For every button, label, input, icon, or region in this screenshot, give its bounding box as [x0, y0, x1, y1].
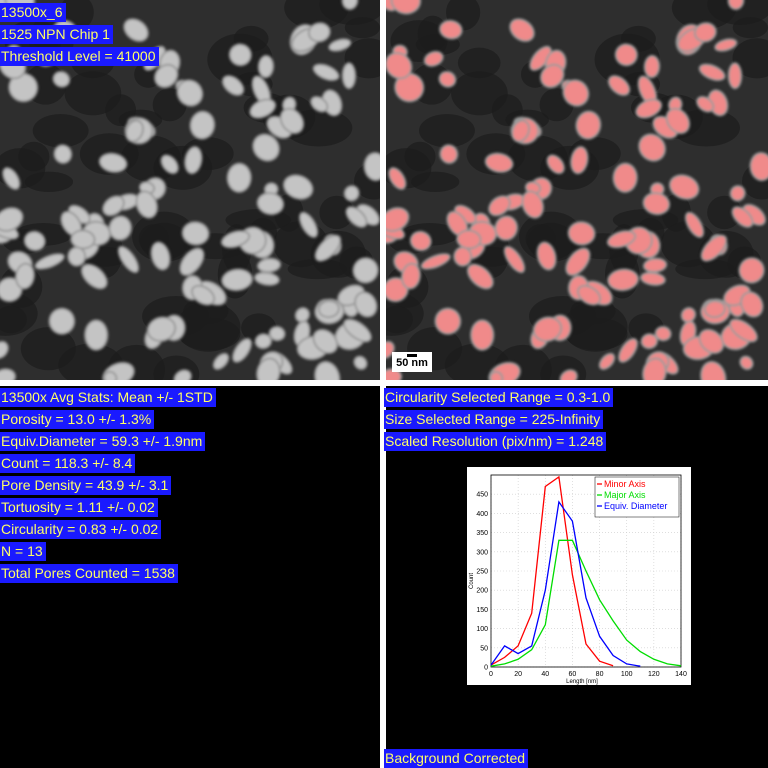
- stats-line: Count = 118.3 +/- 8.4: [0, 454, 136, 473]
- x-tick-label: 80: [596, 671, 604, 678]
- length-histogram-chart: 0 20 40 60 80 100 120 140 0 50 100 150 200 250 300 350 4…: [467, 467, 691, 685]
- y-tick-label: 100: [476, 626, 488, 633]
- stats-line: 13500x Avg Stats: Mean +/- 1STD: [0, 388, 216, 407]
- x-tick-label: 40: [541, 671, 549, 678]
- sample-name-label: 1525 NPN Chip 1: [0, 25, 113, 44]
- plot-frame: [490, 474, 682, 668]
- x-axis-label: Length [nm]: [566, 679, 598, 685]
- x-tick-label: 100: [621, 671, 633, 678]
- y-tick-label: 300: [476, 549, 488, 556]
- image-name-label: 13500x_6: [0, 3, 66, 22]
- scale-bar: 50 nm: [392, 352, 432, 372]
- stats-line: Equiv.Diameter = 59.3 +/- 1.9nm: [0, 432, 206, 451]
- settings-line: Size Selected Range = 225-Infinity: [384, 410, 604, 429]
- threshold-level-label: Threshold Level = 41000: [0, 47, 159, 66]
- y-tick-label: 200: [476, 588, 488, 595]
- stats-line: Circularity = 0.83 +/- 0.02: [0, 520, 162, 539]
- y-tick-label: 50: [480, 645, 488, 652]
- y-tick-label: 250: [476, 569, 488, 576]
- sem-micrograph-grayscale: [0, 0, 380, 380]
- scale-bar-label: 50 nm: [396, 357, 428, 369]
- stats-line: Tortuosity = 1.11 +/- 0.02: [0, 498, 158, 517]
- scale-bar-line: [407, 354, 417, 357]
- series-line-0: [490, 475, 614, 667]
- series-line-2: [490, 500, 641, 667]
- stats-line: N = 13: [0, 542, 46, 561]
- x-tick-label: 120: [648, 671, 660, 678]
- stats-line: Porosity = 13.0 +/- 1.3%: [0, 410, 155, 429]
- y-tick-label: 450: [476, 492, 488, 499]
- settings-line: Scaled Resolution (pix/nm) = 1.248: [384, 432, 607, 451]
- horizontal-divider: [0, 380, 768, 386]
- y-tick-label: 0: [484, 665, 488, 672]
- histogram-svg: 0 20 40 60 80 100 120 140 0 50 100 150 200 250 300 350 4…: [469, 474, 687, 685]
- stats-line: Pore Density = 43.9 +/- 3.1: [0, 476, 172, 495]
- y-tick-label: 350: [476, 530, 488, 537]
- y-tick-label: 400: [476, 511, 488, 518]
- series-line-1: [490, 539, 682, 667]
- y-axis-label: Count: [469, 573, 475, 589]
- legend-entry: Major Axis: [604, 490, 646, 500]
- settings-line: Circularity Selected Range = 0.3-1.0: [384, 388, 614, 407]
- legend-box: [594, 476, 680, 518]
- y-tick-label: 150: [476, 607, 488, 614]
- x-tick-label: 20: [514, 671, 522, 678]
- stats-line: Total Pores Counted = 1538: [0, 564, 178, 583]
- sem-image-left: [0, 0, 380, 380]
- sem-micrograph-threshold-overlay: [386, 0, 768, 380]
- x-tick-label: 140: [675, 671, 687, 678]
- legend-entry: Equiv. Diameter: [604, 501, 667, 511]
- sem-image-right: [386, 0, 768, 380]
- x-tick-label: 60: [569, 671, 577, 678]
- legend-entry: Minor Axis: [604, 479, 646, 489]
- x-tick-label: 0: [489, 671, 493, 678]
- background-corrected-label: Background Corrected: [384, 749, 529, 768]
